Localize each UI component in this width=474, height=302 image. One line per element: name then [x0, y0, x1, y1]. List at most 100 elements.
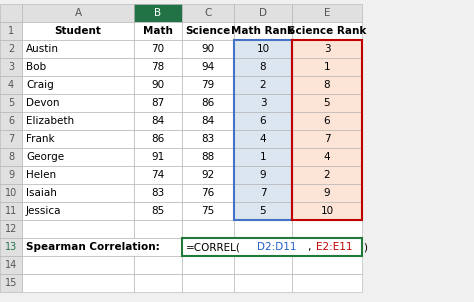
Text: 84: 84 [151, 116, 164, 126]
Bar [134, 166, 182, 184]
Text: =CORREL(: =CORREL( [186, 242, 241, 252]
Text: 88: 88 [201, 152, 215, 162]
Bar [0, 58, 22, 76]
Text: Austin: Austin [26, 44, 59, 54]
Bar [0, 274, 22, 292]
Bar [22, 238, 182, 256]
Bar [234, 4, 292, 22]
Bar [0, 22, 22, 40]
Bar [234, 184, 292, 202]
Bar [234, 148, 292, 166]
Text: Frank: Frank [26, 134, 55, 144]
Bar [22, 58, 134, 76]
Bar [234, 40, 292, 220]
Bar [292, 256, 362, 274]
Bar [234, 112, 292, 130]
Bar [0, 4, 22, 22]
Bar [0, 202, 22, 220]
Bar [234, 220, 292, 238]
Bar [134, 274, 182, 292]
Bar [292, 202, 362, 220]
Text: 4: 4 [260, 134, 266, 144]
Text: 10: 10 [256, 44, 270, 54]
Bar [182, 148, 234, 166]
Text: 75: 75 [201, 206, 215, 216]
Text: 10: 10 [320, 206, 334, 216]
Text: 83: 83 [201, 134, 215, 144]
Bar [0, 220, 22, 238]
Text: 83: 83 [151, 188, 164, 198]
Bar [292, 4, 362, 22]
Text: 70: 70 [151, 44, 164, 54]
Text: 78: 78 [151, 62, 164, 72]
Bar [292, 112, 362, 130]
Bar [182, 4, 234, 22]
Bar [234, 40, 292, 58]
Bar [292, 58, 362, 76]
Bar [134, 4, 182, 22]
Text: 6: 6 [260, 116, 266, 126]
Bar [0, 184, 22, 202]
Text: A: A [74, 8, 82, 18]
Bar [134, 130, 182, 148]
Text: Bob: Bob [26, 62, 46, 72]
Text: 1: 1 [8, 26, 14, 36]
Bar [182, 220, 234, 238]
Bar [22, 184, 134, 202]
Text: 11: 11 [5, 206, 17, 216]
Text: 4: 4 [324, 152, 330, 162]
Bar [234, 202, 292, 220]
Bar [292, 40, 362, 220]
Bar [134, 112, 182, 130]
Text: Devon: Devon [26, 98, 60, 108]
Text: 7: 7 [324, 134, 330, 144]
Bar [22, 76, 134, 94]
Text: 6: 6 [8, 116, 14, 126]
Bar [182, 58, 234, 76]
Text: 85: 85 [151, 206, 164, 216]
Bar [234, 76, 292, 94]
Bar [182, 274, 234, 292]
Text: 1: 1 [260, 152, 266, 162]
Text: Helen: Helen [26, 170, 56, 180]
Bar [22, 40, 134, 58]
Bar [0, 40, 22, 58]
Text: D: D [259, 8, 267, 18]
Bar [292, 166, 362, 184]
Text: 6: 6 [324, 116, 330, 126]
Text: 86: 86 [151, 134, 164, 144]
Text: 84: 84 [201, 116, 215, 126]
Text: Jessica: Jessica [26, 206, 62, 216]
Bar [0, 238, 22, 256]
Text: 10: 10 [5, 188, 17, 198]
Bar [134, 184, 182, 202]
Bar [182, 238, 362, 256]
Bar [22, 22, 134, 40]
Text: 8: 8 [260, 62, 266, 72]
Bar [0, 256, 22, 274]
Bar [134, 40, 182, 58]
Bar [0, 112, 22, 130]
Text: ,: , [308, 242, 314, 252]
Text: 74: 74 [151, 170, 164, 180]
Text: 3: 3 [260, 98, 266, 108]
Bar [292, 76, 362, 94]
Bar [182, 202, 234, 220]
Text: George: George [26, 152, 64, 162]
Text: 7: 7 [260, 188, 266, 198]
Text: 91: 91 [151, 152, 164, 162]
Bar [292, 220, 362, 238]
Text: 9: 9 [8, 170, 14, 180]
Bar [22, 256, 134, 274]
Bar [292, 184, 362, 202]
Text: 5: 5 [324, 98, 330, 108]
Bar [182, 112, 234, 130]
Text: 87: 87 [151, 98, 164, 108]
Text: Science: Science [185, 26, 231, 36]
Text: 79: 79 [201, 80, 215, 90]
Bar [234, 94, 292, 112]
Text: 2: 2 [324, 170, 330, 180]
Bar [292, 148, 362, 166]
Bar [292, 40, 362, 58]
Text: 1: 1 [324, 62, 330, 72]
